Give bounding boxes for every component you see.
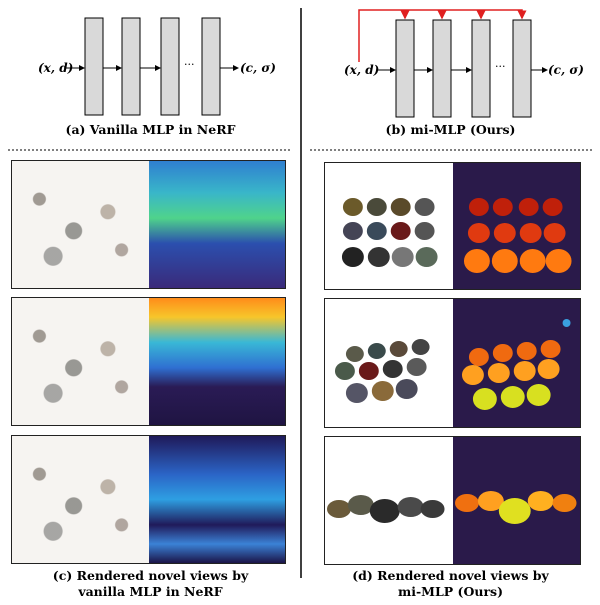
- vanilla-render-3: [11, 435, 286, 564]
- mi-mlp-depth-view-2: [452, 299, 580, 427]
- mi-mlp-render-2: [324, 298, 581, 428]
- mi-mlp-render-3: [324, 436, 581, 565]
- caption-d: (d) Rendered novel views by mi-MLP (Ours…: [301, 568, 600, 600]
- vanilla-render-1: [11, 160, 286, 289]
- mi-mlp-render-1: [324, 162, 581, 290]
- mi-mlp-layer-3: [471, 19, 491, 118]
- mi-mlp-depth-view-1: [452, 163, 580, 289]
- input-injection-arrow: [358, 9, 527, 62]
- panel-b-dots: ···: [495, 60, 506, 73]
- vanilla-depth-view-1: [148, 161, 285, 288]
- vanilla-rgb-view-2: [12, 298, 149, 425]
- mlp-layer-last: [201, 17, 221, 116]
- mlp-layer-2: [121, 17, 141, 116]
- vanilla-depth-view-3: [148, 436, 285, 563]
- panel-b-output-label: (c, σ): [548, 63, 584, 77]
- vanilla-depth-view-2: [148, 298, 285, 425]
- mi-mlp-layer-2: [432, 19, 452, 118]
- vanilla-render-2: [11, 297, 286, 426]
- vanilla-rgb-view-1: [12, 161, 149, 288]
- vanilla-mlp-diagram: (x, d) ··· (c, σ): [38, 17, 276, 116]
- mi-mlp-depth-view-3: [452, 437, 580, 564]
- caption-c-line1: (c) Rendered novel views by: [52, 568, 249, 583]
- mi-mlp-rgb-view-2: [325, 299, 453, 427]
- mi-mlp-diagram: (x, d) ··· (c, σ): [344, 9, 584, 118]
- mi-mlp-rgb-view-3: [325, 437, 453, 564]
- mi-mlp-layer-last: [512, 19, 532, 118]
- mi-mlp-rgb-view-1: [325, 163, 453, 289]
- caption-d-line1: (d) Rendered novel views by: [352, 568, 549, 583]
- mlp-layer-1: [84, 17, 104, 116]
- panel-a-input-label: (x, d): [38, 61, 73, 75]
- mlp-layer-3: [160, 17, 180, 116]
- mi-mlp-layer-1: [395, 19, 415, 118]
- panel-a-output-label: (c, σ): [240, 61, 276, 75]
- caption-c: (c) Rendered novel views by vanilla MLP …: [0, 568, 301, 600]
- caption-b: (b) mi-MLP (Ours): [385, 122, 516, 137]
- caption-d-line2: mi-MLP (Ours): [398, 584, 503, 599]
- caption-c-line2: vanilla MLP in NeRF: [78, 584, 223, 599]
- vanilla-rgb-view-3: [12, 436, 149, 563]
- panel-b-input-label: (x, d): [344, 63, 379, 77]
- panel-a-dots: ···: [184, 58, 195, 71]
- caption-a: (a) Vanilla MLP in NeRF: [65, 122, 236, 137]
